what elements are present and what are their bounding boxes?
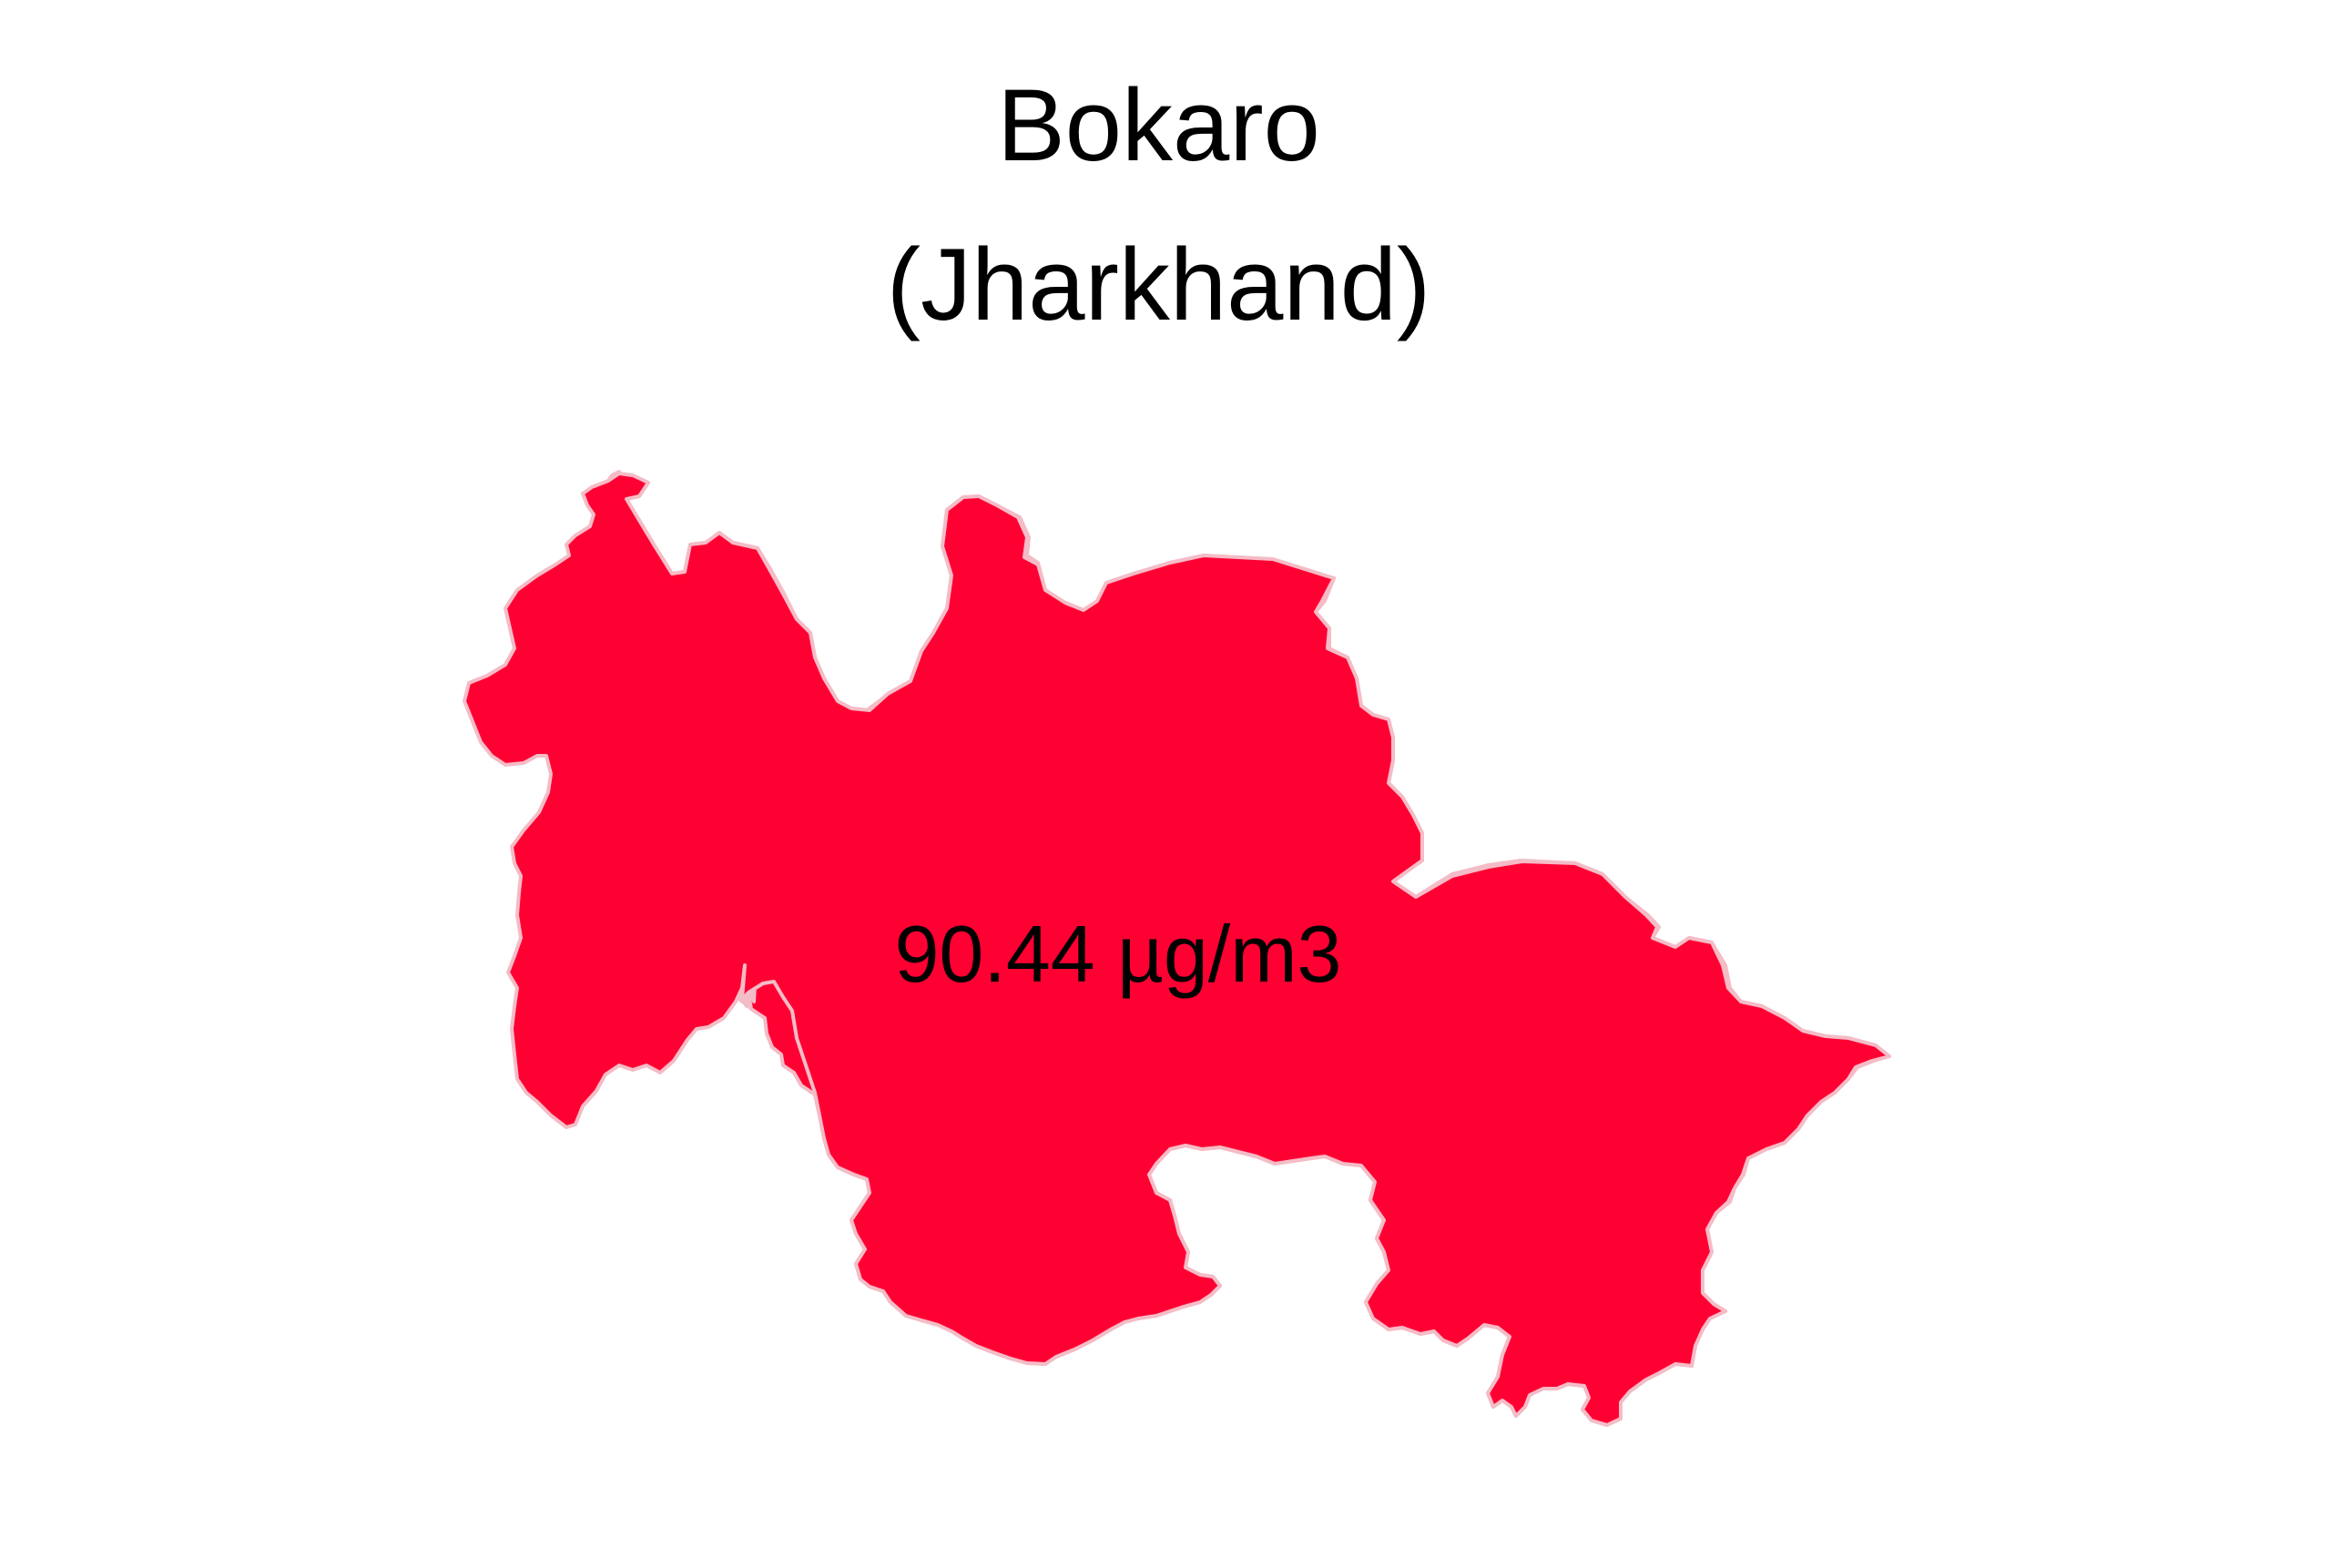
map-subtitle: (Jharkhand) (886, 228, 1431, 341)
map-title-block: Bokaro (Jharkhand) (0, 46, 2330, 364)
map-title: Bokaro (997, 68, 1320, 182)
district-region-bokaro-west (463, 472, 1891, 1427)
region-value-label: 90.44 µg/m3 (894, 909, 1341, 999)
